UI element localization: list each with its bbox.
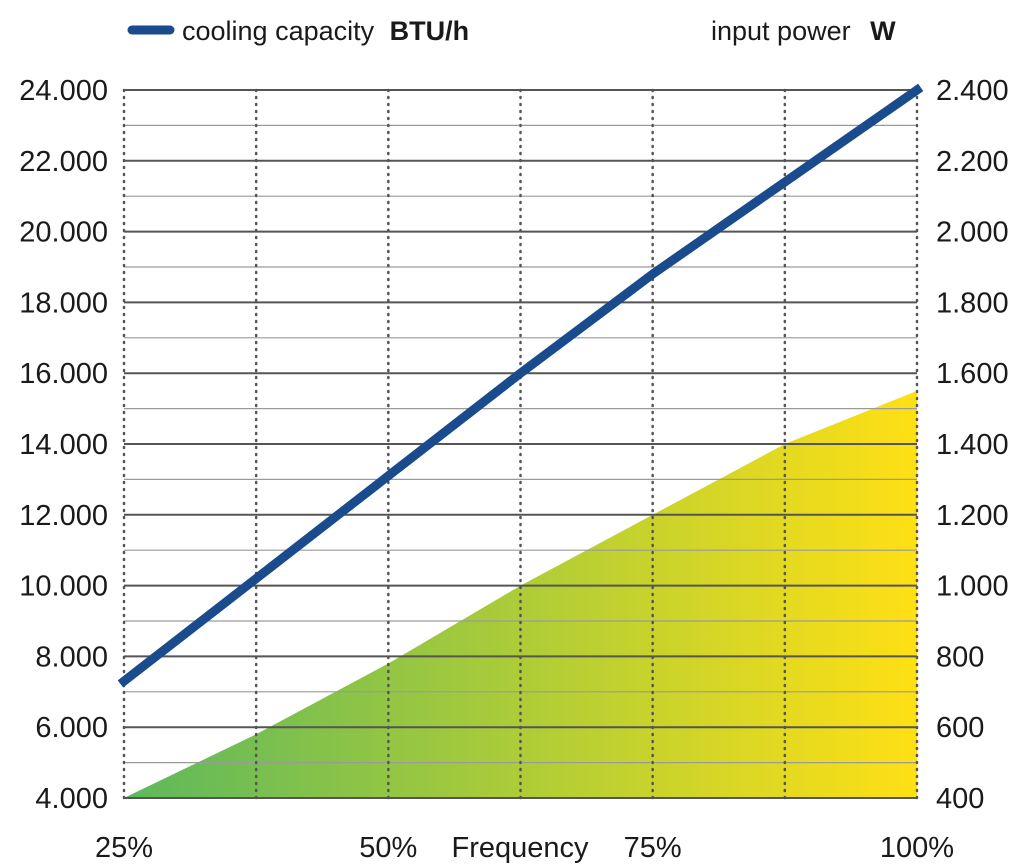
y-left-tick-22000: 22.000: [19, 146, 108, 178]
y-right-tick-600: 600: [936, 712, 984, 744]
y-left-tick-10000: 10.000: [19, 571, 108, 603]
y-left-tick-16000: 16.000: [19, 358, 108, 390]
x-tick-100: 100%: [880, 832, 954, 864]
x-tick-25: 25%: [95, 832, 153, 864]
x-tick-75: 75%: [624, 832, 682, 864]
y-right-tick-1000: 1.000: [936, 571, 1009, 603]
y-left-tick-6000: 6.000: [35, 712, 108, 744]
y-left-tick-4000: 4.000: [35, 783, 108, 815]
legend: cooling capacity BTU/h input power W: [127, 16, 896, 46]
y-right-tick-2200: 2.200: [936, 146, 1009, 178]
x-axis-title: Frequency: [451, 832, 589, 864]
y-right-tick-800: 800: [936, 641, 984, 673]
legend-power-label: input power: [711, 16, 851, 46]
cooling-capacity-line: [117, 83, 924, 688]
y-left-tick-18000: 18.000: [19, 287, 108, 319]
legend-capacity-unit: BTU/h: [390, 16, 469, 46]
y-left-tick-8000: 8.000: [35, 641, 108, 673]
y-right-tick-400: 400: [936, 783, 984, 815]
legend-power-text: input power W: [711, 16, 896, 46]
y-right-tick-2400: 2.400: [936, 75, 1009, 107]
y-right-tick-1600: 1.600: [936, 358, 1009, 390]
x-tick-50: 50%: [359, 832, 417, 864]
y-left-tick-14000: 14.000: [19, 429, 108, 461]
y-right-tick-2000: 2.000: [936, 217, 1009, 249]
capacity-line-layer: [117, 83, 924, 688]
legend-capacity-label: cooling capacity: [182, 16, 375, 46]
y-right-tick-1800: 1.800: [936, 287, 1009, 319]
y-left-tick-12000: 12.000: [19, 500, 108, 532]
legend-power-unit: W: [870, 16, 896, 46]
y-left-tick-20000: 20.000: [19, 217, 108, 249]
tick-label-layer: 4.000 6.000 8.000 10.000 12.000 14.000 16.000 1…: [19, 75, 1008, 864]
grid-layer: [122, 88, 919, 800]
y-left-tick-24000: 24.000: [19, 75, 108, 107]
legend-capacity-text: cooling capacity BTU/h: [182, 16, 469, 46]
y-right-tick-1400: 1.400: [936, 429, 1009, 461]
y-right-tick-1200: 1.200: [936, 500, 1009, 532]
